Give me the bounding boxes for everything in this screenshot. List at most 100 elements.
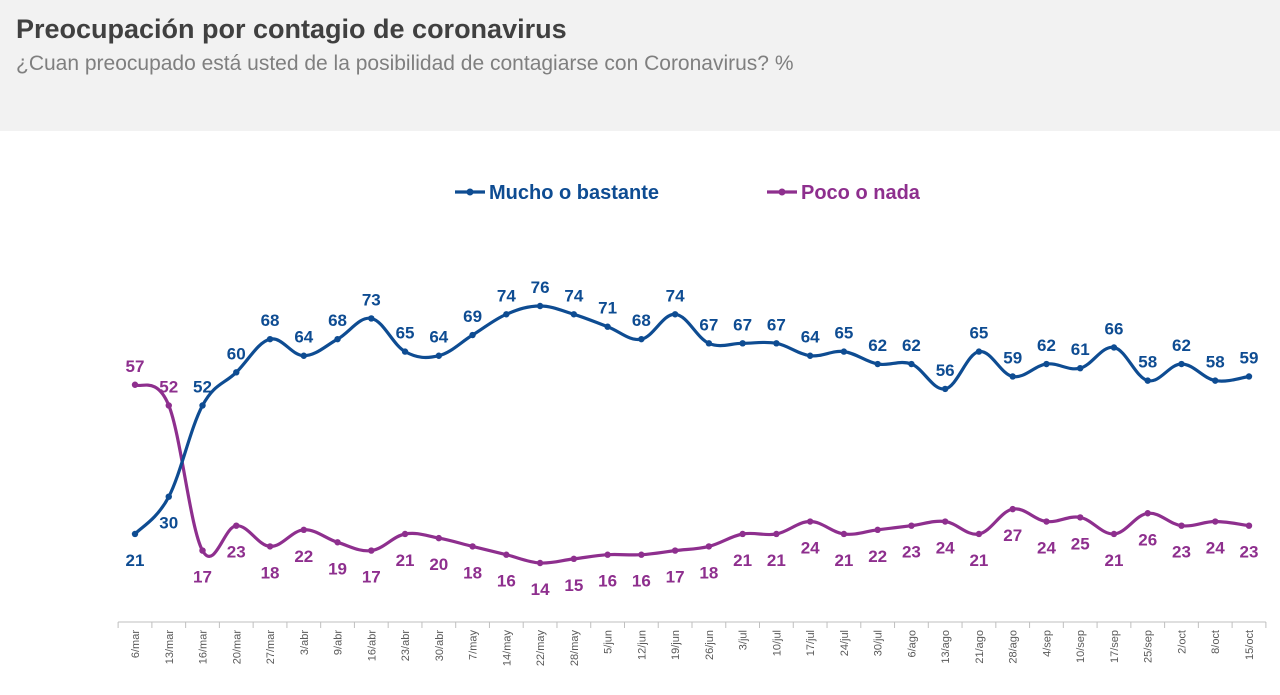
x-tick-label: 10/sep — [1075, 630, 1087, 663]
x-tick-label: 4/sep — [1041, 630, 1053, 657]
data-label: 23 — [227, 543, 246, 562]
x-tick-label: 16/mar — [198, 630, 210, 665]
x-tick-label: 16/abr — [366, 630, 378, 662]
data-point — [1009, 373, 1016, 380]
x-tick-label: 26/jun — [704, 630, 716, 660]
x-tick-label: 28/may — [569, 630, 581, 667]
data-point — [469, 331, 476, 339]
x-tick-label: 5/jun — [603, 630, 615, 654]
data-label: 74 — [564, 286, 583, 305]
data-label: 21 — [396, 551, 415, 570]
data-point — [1212, 377, 1219, 384]
data-label: 22 — [294, 547, 313, 566]
x-tick-label: 21/ago — [974, 630, 986, 664]
data-label: 65 — [969, 324, 988, 343]
data-label: 52 — [159, 377, 178, 396]
x-tick-label: 19/jun — [670, 630, 682, 660]
data-point — [401, 530, 409, 538]
data-label: 23 — [1240, 543, 1259, 562]
data-point — [1110, 530, 1118, 538]
data-label: 76 — [531, 278, 550, 297]
data-label: 52 — [193, 377, 212, 396]
legend-marker — [778, 188, 786, 196]
data-label: 26 — [1138, 530, 1157, 549]
data-point — [199, 547, 206, 554]
chart-subtitle: ¿Cuan preocupado está usted de la posibi… — [16, 52, 794, 75]
data-point — [773, 530, 780, 538]
data-label: 67 — [699, 315, 718, 334]
x-tick-label: 3/abr — [299, 630, 311, 655]
data-label: 68 — [261, 311, 280, 330]
data-point — [773, 340, 780, 347]
data-label: 27 — [1003, 526, 1022, 545]
header-band: Preocupación por contagio de coronavirus… — [0, 0, 1280, 131]
data-label: 62 — [868, 336, 887, 355]
data-label: 22 — [868, 547, 887, 566]
data-point — [874, 360, 881, 368]
data-point — [1245, 373, 1253, 380]
legend-mucho-o-bastante: Mucho o bastante — [489, 182, 659, 204]
x-tick-label: 15/oct — [1244, 630, 1256, 660]
data-label: 21 — [1105, 551, 1124, 570]
data-point — [1178, 522, 1185, 529]
data-point — [165, 402, 172, 409]
data-point — [503, 311, 510, 318]
data-point — [941, 518, 949, 525]
data-label: 62 — [1172, 336, 1191, 355]
data-label: 57 — [126, 357, 145, 376]
data-label: 60 — [227, 344, 246, 363]
data-point — [1245, 522, 1253, 529]
data-point — [1110, 344, 1118, 351]
x-tick-label: 8/oct — [1210, 630, 1222, 654]
data-point — [266, 335, 274, 343]
data-point — [840, 530, 848, 538]
x-tick-label: 7/may — [468, 630, 480, 660]
data-label: 21 — [767, 551, 786, 570]
data-point — [1178, 360, 1185, 368]
x-tick-label: 6/mar — [130, 630, 142, 658]
data-point — [739, 340, 746, 347]
data-label: 68 — [632, 311, 651, 330]
x-tick-label: 30/abr — [434, 630, 446, 662]
data-label: 21 — [733, 551, 752, 570]
data-label: 64 — [294, 328, 313, 347]
data-point — [638, 551, 645, 558]
data-label: 16 — [497, 572, 516, 591]
data-point — [334, 539, 341, 546]
data-label: 59 — [1003, 348, 1022, 367]
data-point — [671, 547, 679, 554]
data-label: 62 — [1037, 336, 1056, 355]
data-label: 67 — [733, 315, 752, 334]
x-tick-label: 17/sep — [1109, 630, 1121, 663]
data-label: 64 — [801, 328, 820, 347]
data-point — [840, 348, 848, 355]
data-point — [671, 311, 679, 318]
data-point — [401, 348, 409, 355]
data-point — [1043, 360, 1050, 368]
x-tick-label: 9/abr — [333, 630, 345, 655]
data-point — [300, 352, 307, 359]
data-label: 58 — [1206, 353, 1225, 372]
x-tick-label: 27/mar — [265, 630, 277, 665]
x-tick-label: 23/abr — [400, 630, 412, 662]
data-point — [266, 543, 274, 550]
data-point — [199, 402, 206, 409]
data-point — [638, 335, 645, 343]
data-point — [705, 543, 713, 550]
data-point — [300, 526, 307, 534]
data-label: 67 — [767, 315, 786, 334]
data-point — [806, 352, 814, 359]
data-point — [570, 311, 578, 318]
data-label: 23 — [902, 543, 921, 562]
data-label: 17 — [666, 568, 685, 587]
data-label: 66 — [1105, 319, 1124, 338]
data-point — [334, 335, 341, 343]
data-label: 21 — [969, 551, 988, 570]
data-point — [1212, 518, 1219, 525]
data-point — [1077, 514, 1084, 521]
data-point — [368, 547, 375, 554]
x-tick-label: 25/sep — [1143, 630, 1155, 663]
data-point — [941, 385, 949, 393]
data-label: 15 — [564, 576, 583, 595]
